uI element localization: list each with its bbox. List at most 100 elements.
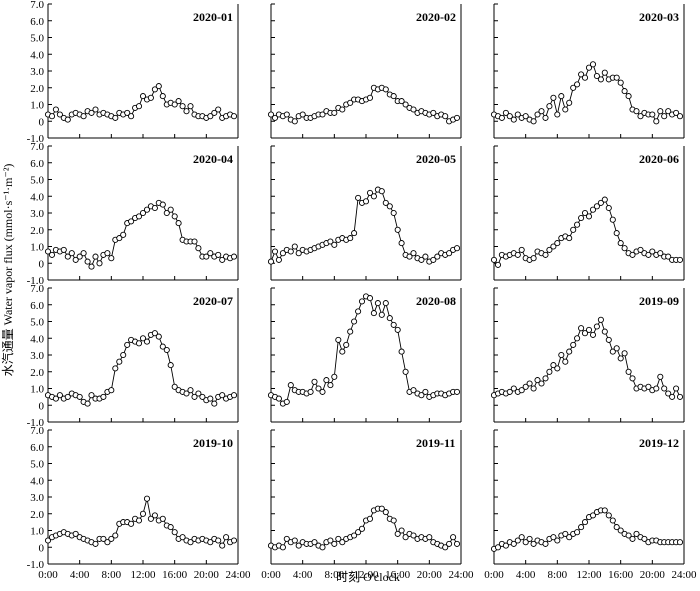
data-point [673, 385, 680, 392]
data-point [112, 365, 119, 372]
data-point [155, 333, 162, 340]
data-point [287, 382, 294, 389]
data-point [446, 250, 453, 257]
data-point [585, 64, 593, 71]
data-point [581, 209, 589, 217]
data-point [542, 251, 549, 258]
y-tick-label: 4.0 [30, 333, 44, 345]
data-point [621, 88, 628, 95]
data-point [151, 204, 158, 212]
data-point [271, 114, 279, 121]
data-point [653, 385, 660, 392]
data-point [347, 99, 354, 106]
data-point [390, 209, 397, 217]
data-point [574, 221, 581, 228]
data-point [331, 540, 338, 547]
data-point [366, 295, 374, 302]
y-tick-label: 6.0 [30, 300, 44, 312]
data-point [657, 373, 664, 380]
data-point [574, 81, 581, 88]
data-point [490, 256, 498, 263]
data-point [574, 529, 581, 536]
data-point [151, 512, 158, 519]
data-point [207, 395, 214, 402]
y-tick-label: 1.0 [30, 526, 44, 538]
data-point [578, 71, 585, 78]
panel-title: 2020-07 [193, 294, 233, 308]
data-point [422, 253, 429, 260]
data-point [167, 362, 174, 369]
data-point [605, 512, 612, 519]
y-tick-label: 4.0 [30, 49, 44, 61]
data-point [124, 109, 131, 116]
y-tick-label: 4.0 [30, 191, 44, 203]
data-point [139, 93, 147, 100]
data-point [143, 338, 151, 345]
data-point [518, 387, 525, 394]
data-point [283, 111, 290, 118]
data-point [570, 341, 577, 348]
data-point [617, 527, 624, 534]
data-point [378, 311, 385, 318]
y-axis-title: 水汽通量 Water vapor flux (mmol·s⁻¹·m⁻²) [0, 164, 15, 377]
data-point [510, 385, 517, 392]
data-point [279, 250, 286, 257]
data-point [613, 230, 620, 237]
y-tick-label: 2.0 [30, 225, 44, 237]
x-tick-label: 24:00 [448, 569, 474, 581]
data-point [187, 103, 194, 110]
data-point [566, 348, 573, 355]
panel-10: -1.0 0 1.0 2.0 3.0 4.0 5.0 6.0 7.0 0:00 4:00 8:00 12… [27, 425, 251, 581]
data-point [558, 351, 565, 359]
data-point [510, 116, 517, 123]
data-point [143, 495, 151, 502]
data-point [52, 106, 59, 113]
data-point [625, 532, 632, 539]
data-point [637, 246, 644, 253]
data-point [410, 250, 417, 257]
data-point [494, 261, 502, 268]
data-point [530, 255, 537, 262]
data-point [609, 348, 616, 355]
data-point [358, 525, 366, 532]
data-point [378, 505, 385, 512]
data-point [498, 114, 505, 121]
y-tick-label: 0 [39, 542, 45, 554]
data-point [139, 510, 147, 517]
y-tick-label: 6.0 [30, 158, 44, 170]
data-point [665, 390, 672, 397]
x-tick-label: 16:00 [608, 569, 634, 581]
data-point [534, 377, 541, 384]
y-tick-label: 2.0 [30, 509, 44, 521]
data-point [92, 253, 99, 260]
data-point [179, 103, 186, 110]
data-point [120, 231, 127, 238]
y-tick-label: 7.0 [30, 0, 44, 11]
y-tick-label: -1.0 [27, 133, 45, 145]
panel-title: 2020-02 [416, 10, 456, 24]
x-tick-label: 4:00 [70, 569, 90, 581]
data-point [562, 358, 569, 365]
data-point [84, 400, 91, 407]
y-tick-label: 1.0 [30, 384, 44, 396]
x-axis-title: 时刻 O'clock [336, 570, 400, 584]
data-point [673, 109, 680, 116]
data-point [657, 108, 664, 115]
data-point [76, 253, 83, 260]
y-tick-label: 7.0 [30, 425, 44, 437]
data-point [211, 109, 218, 116]
data-point [347, 328, 354, 335]
data-point [230, 253, 238, 260]
data-point [629, 375, 636, 382]
data-point [629, 535, 636, 542]
data-point [370, 310, 377, 317]
data-point [542, 114, 549, 121]
data-point [215, 106, 222, 113]
data-point [617, 355, 624, 362]
data-point [530, 118, 537, 125]
data-point [617, 79, 624, 86]
data-point [593, 323, 600, 330]
panel-6: 2020-06 [490, 145, 685, 281]
data-point [649, 248, 656, 255]
data-point [331, 109, 338, 116]
